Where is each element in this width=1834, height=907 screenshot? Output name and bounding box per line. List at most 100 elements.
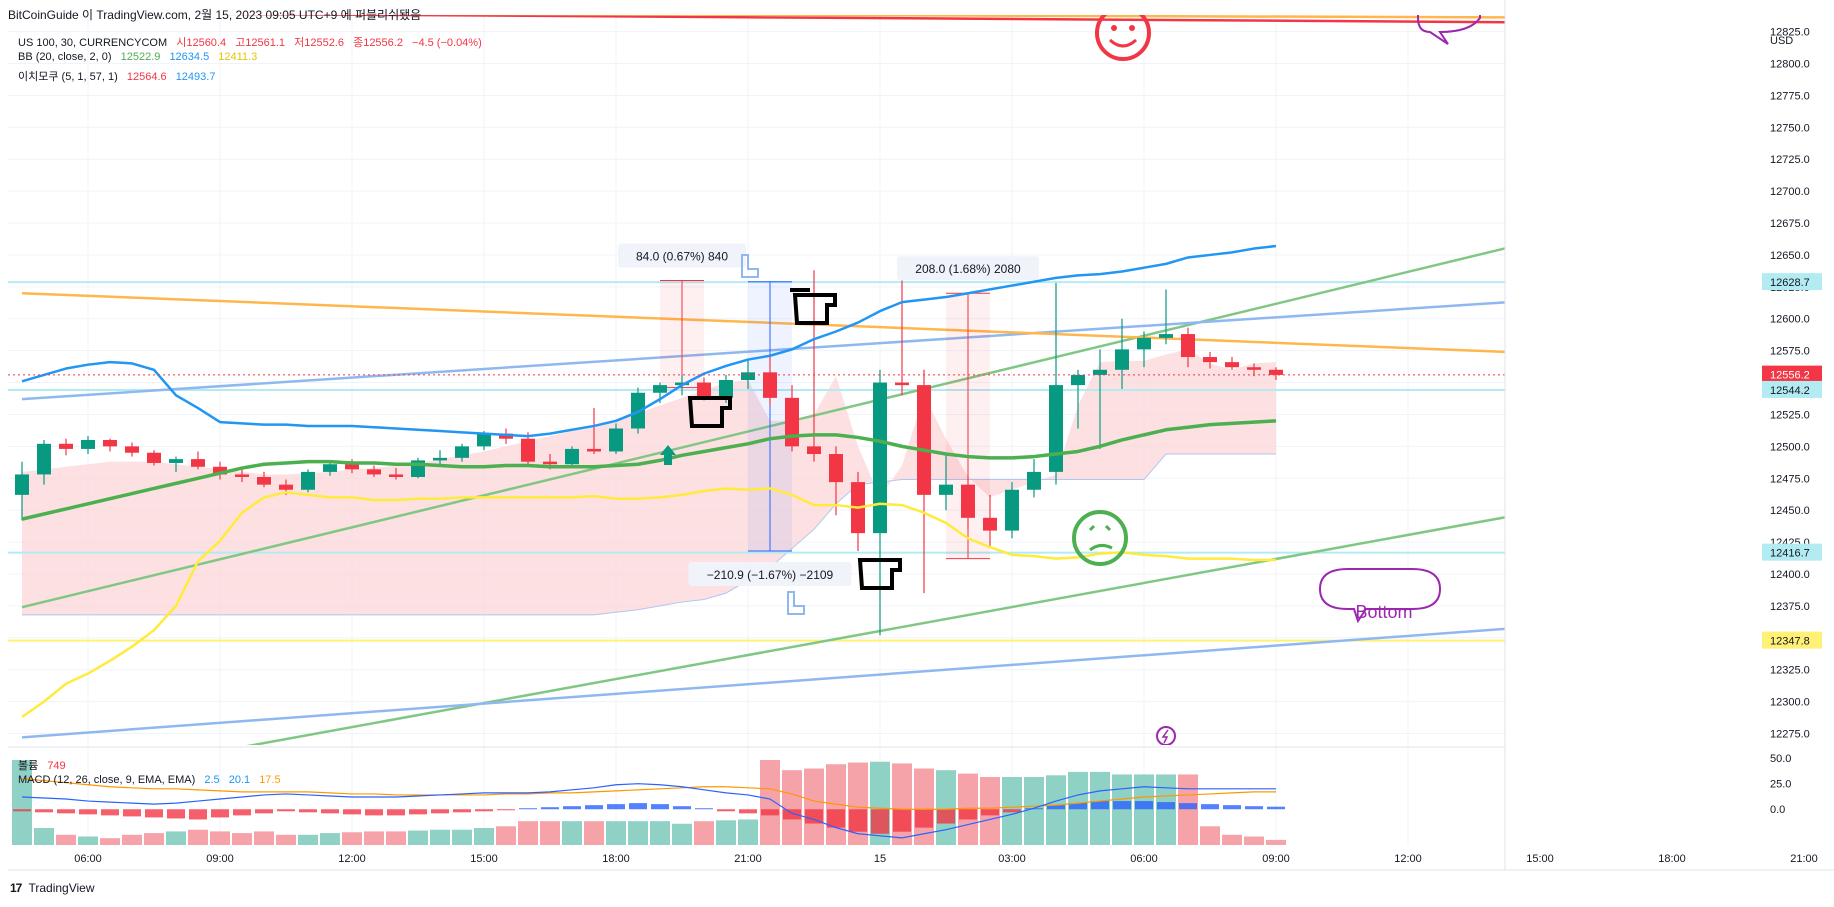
candle-body	[785, 397, 799, 447]
candle	[1115, 318, 1129, 389]
candle-body	[1269, 369, 1283, 375]
macd-hist-bar	[849, 809, 867, 832]
low-value: 저12552.6	[294, 37, 345, 49]
candle-body	[235, 474, 249, 477]
macd-hist-bar	[1179, 803, 1197, 810]
macd-hist-bar	[167, 809, 185, 819]
macd-tick: 25.0	[1770, 779, 1791, 791]
macd-hist-bar	[1069, 803, 1087, 810]
volume-bar	[78, 836, 98, 845]
time-tick: 15:00	[1526, 853, 1554, 865]
macd-hist-bar	[453, 809, 471, 813]
price-label: 12347.8	[1770, 636, 1810, 648]
volume-bar	[1222, 834, 1242, 845]
candle	[873, 369, 887, 636]
tradingview-footer[interactable]: 17 TradingView	[10, 881, 95, 895]
macd-hist-bar	[387, 809, 405, 816]
candle	[829, 446, 843, 516]
candle	[367, 465, 381, 477]
up-arrow-icon	[660, 445, 676, 465]
candle-body	[763, 372, 777, 398]
volume-bar	[628, 821, 648, 845]
volume-bar	[1046, 775, 1066, 845]
candle	[565, 446, 579, 467]
volume-bar	[12, 760, 32, 845]
price-tick: 12800.0	[1770, 58, 1810, 70]
bottom-bubble-icon	[1318, 568, 1442, 624]
volume-bar	[716, 820, 736, 845]
price-label-bg	[1762, 380, 1822, 398]
measure-tool: 84.0 (0.67%) 840	[618, 243, 746, 389]
candle	[235, 469, 249, 483]
tradingview-brand: TradingView	[28, 881, 95, 895]
candle-body	[125, 446, 139, 453]
volume-bar	[650, 821, 670, 845]
time-tick: 09:00	[1262, 853, 1290, 865]
macd-hist-bar	[541, 807, 559, 810]
macd-hist-bar	[1135, 801, 1153, 810]
price-tick: 12500.0	[1770, 441, 1810, 453]
time-tick: 21:00	[1790, 853, 1818, 865]
candle-body	[147, 452, 161, 463]
volume-bar	[848, 762, 868, 845]
price-tick: 12825.0	[1770, 27, 1810, 39]
bb-legend[interactable]: BB (20, close, 2, 0) 12522.9 12634.5 124…	[18, 51, 263, 63]
price-label-bg	[1762, 273, 1822, 291]
candle-body	[301, 471, 315, 490]
trend-line	[21, 627, 1505, 739]
time-tick: 06:00	[74, 853, 102, 865]
macd-hist-bar	[981, 809, 999, 816]
bb-lower-line	[21, 487, 1276, 718]
open-value: 시12560.4	[176, 37, 227, 49]
candle-body	[719, 380, 733, 398]
candle-body	[59, 443, 73, 449]
time-tick: 21:00	[734, 853, 762, 865]
volume-label: 볼륨	[18, 760, 39, 772]
bb-basis-value: 12522.9	[120, 51, 161, 63]
volume-bar	[386, 831, 406, 845]
bb-upper-value: 12634.5	[169, 51, 210, 63]
candle	[301, 469, 315, 493]
macd-hist-bar	[343, 809, 361, 815]
candle-body	[961, 484, 975, 518]
candle-body	[1159, 334, 1173, 338]
trend-line	[219, 15, 1505, 24]
time-tick: 18:00	[602, 853, 630, 865]
symbol-legend[interactable]: US 100, 30, CURRENCYCOM 시12560.4 고12561.…	[18, 34, 488, 50]
ichimoku-legend[interactable]: 이치모쿠 (5, 1, 57, 1) 12564.6 12493.7	[18, 68, 221, 84]
symbol-name: US 100, 30, CURRENCYCOM	[18, 37, 168, 49]
macd-hist-bar	[497, 809, 515, 811]
price-tick: 12675.0	[1770, 218, 1810, 230]
candle	[1203, 351, 1217, 369]
candle-body	[455, 446, 469, 458]
macd-legend[interactable]: MACD (12, 26, close, 9, EMA, EMA) 2.5 20…	[18, 774, 287, 786]
volume-bar	[694, 821, 714, 845]
macd-hist-bar	[277, 809, 295, 812]
volume-legend[interactable]: 볼륨 749	[18, 757, 72, 773]
price-tick: 12650.0	[1770, 250, 1810, 262]
candle-body	[565, 448, 579, 465]
candle-body	[1071, 374, 1085, 386]
macd-hist-bar	[431, 809, 449, 814]
worried-face-icon	[1072, 510, 1128, 566]
candle	[1247, 363, 1261, 377]
candle	[1159, 289, 1173, 345]
macd-label: MACD (12, 26, close, 9, EMA, EMA)	[18, 774, 196, 786]
measure-tool: 208.0 (1.68%) 2080	[897, 256, 1039, 560]
measure-label: 84.0 (0.67%) 840	[636, 249, 728, 263]
trend-line	[21, 301, 1505, 401]
time-tick: 12:00	[338, 853, 366, 865]
currency-label: USD	[1770, 35, 1793, 47]
price-tick: 12375.0	[1770, 601, 1810, 613]
candle-body	[697, 382, 711, 398]
price-label: 12556.2	[1770, 370, 1810, 382]
candle-body	[103, 439, 117, 447]
price-tick: 12775.0	[1770, 90, 1810, 102]
candle-body	[1049, 385, 1063, 472]
candle	[37, 439, 51, 485]
smile-face-icon	[1095, 15, 1151, 61]
bb-lower-value: 12411.3	[218, 51, 258, 63]
smile-mouth-icon	[1108, 38, 1138, 48]
volume-bar	[782, 770, 802, 845]
